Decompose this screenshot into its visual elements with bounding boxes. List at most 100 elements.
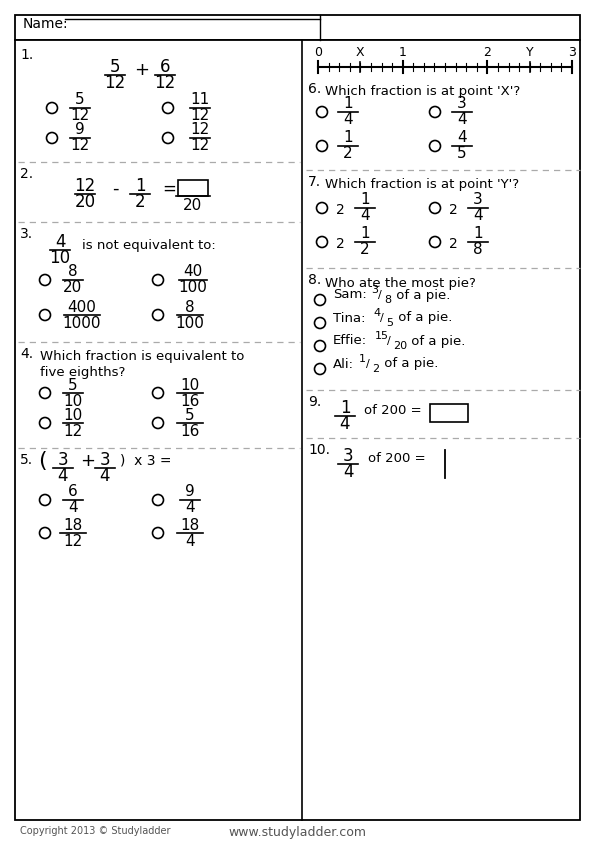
Text: 100: 100 (178, 280, 208, 296)
Text: Ali:: Ali: (333, 358, 354, 370)
Text: 8: 8 (185, 300, 195, 315)
Text: 6.: 6. (308, 82, 321, 96)
Text: /: / (378, 290, 382, 300)
Text: 7.: 7. (308, 175, 321, 189)
Text: 12: 12 (190, 138, 209, 153)
Text: 4: 4 (55, 233, 65, 251)
Text: 5: 5 (185, 408, 195, 423)
Text: of a pie.: of a pie. (392, 289, 450, 301)
Text: 5: 5 (386, 318, 393, 328)
Text: 5: 5 (75, 93, 85, 108)
Text: /: / (380, 313, 384, 323)
Text: of a pie.: of a pie. (407, 334, 465, 348)
Text: /: / (366, 359, 369, 369)
Text: 10: 10 (180, 377, 200, 392)
Text: 4: 4 (473, 209, 483, 223)
Text: 4: 4 (100, 467, 110, 485)
Text: 1: 1 (360, 226, 370, 242)
Text: 3: 3 (100, 451, 110, 469)
Text: 4: 4 (58, 467, 68, 485)
Text: 4: 4 (343, 113, 353, 127)
Text: 3: 3 (473, 193, 483, 207)
Text: 2: 2 (336, 237, 345, 251)
Text: 5: 5 (457, 147, 467, 162)
Text: )  x 3 =: ) x 3 = (120, 454, 171, 468)
Text: 18: 18 (64, 518, 83, 532)
Text: 1: 1 (399, 46, 406, 59)
Text: 1: 1 (340, 399, 350, 417)
Text: Copyright 2013 © Studyladder: Copyright 2013 © Studyladder (20, 826, 171, 836)
Text: 1: 1 (473, 226, 483, 242)
Text: 2: 2 (336, 203, 345, 217)
Text: -: - (112, 180, 118, 198)
Text: 3: 3 (457, 97, 467, 111)
Text: 12: 12 (154, 74, 176, 92)
Text: Tina:: Tina: (333, 312, 365, 324)
Text: 9: 9 (185, 484, 195, 499)
Text: 12: 12 (64, 534, 83, 548)
Text: 4: 4 (360, 209, 370, 223)
Text: 2: 2 (449, 237, 458, 251)
Text: 9.: 9. (308, 395, 321, 409)
Text: 1.: 1. (20, 48, 33, 62)
Text: Y: Y (526, 46, 534, 59)
Text: 6: 6 (68, 484, 78, 499)
Text: 12: 12 (74, 177, 96, 195)
Bar (178, 180, 208, 196)
Text: 8: 8 (473, 242, 483, 258)
Text: 2: 2 (483, 46, 491, 59)
Text: 0: 0 (314, 46, 322, 59)
Text: 8: 8 (68, 264, 78, 280)
Text: 4: 4 (373, 308, 380, 318)
Text: 2: 2 (343, 147, 353, 162)
Text: of 200 =: of 200 = (364, 404, 422, 418)
Text: of a pie.: of a pie. (380, 358, 439, 370)
Text: 6: 6 (159, 58, 170, 76)
Text: five eighths?: five eighths? (40, 366, 126, 379)
Bar (430, 404, 468, 422)
Text: 20: 20 (64, 280, 83, 296)
Text: 18: 18 (180, 518, 200, 532)
Text: 3: 3 (343, 447, 353, 465)
Text: 1: 1 (343, 97, 353, 111)
Text: +: + (80, 452, 95, 470)
Text: www.studyladder.com: www.studyladder.com (228, 826, 366, 839)
Text: 16: 16 (180, 424, 200, 439)
Text: 1: 1 (359, 354, 366, 364)
Text: 12: 12 (70, 138, 90, 153)
Text: 3: 3 (371, 285, 378, 295)
Text: Name:: Name: (23, 17, 68, 31)
Text: of 200 =: of 200 = (368, 452, 425, 466)
Text: Sam:: Sam: (333, 289, 367, 301)
Text: 20: 20 (393, 341, 407, 351)
Text: Which fraction is at point 'X'?: Which fraction is at point 'X'? (325, 85, 520, 98)
Text: 5.: 5. (20, 453, 33, 467)
Text: (: ( (38, 451, 46, 471)
Text: 9: 9 (75, 122, 85, 137)
Bar (15, 15, 580, 40)
Text: is not equivalent to:: is not equivalent to: (82, 238, 216, 252)
Text: 1000: 1000 (62, 316, 101, 331)
Text: 4: 4 (457, 113, 467, 127)
Text: 2: 2 (372, 364, 379, 374)
Text: 15: 15 (375, 331, 389, 341)
Text: 2.: 2. (20, 167, 33, 181)
Text: 8: 8 (384, 295, 391, 305)
Text: 12: 12 (64, 424, 83, 439)
Text: 4: 4 (340, 415, 350, 433)
Text: 3.: 3. (20, 227, 33, 241)
Text: 8.: 8. (308, 273, 321, 287)
Text: 12: 12 (190, 109, 209, 124)
Text: 3: 3 (568, 46, 576, 59)
Text: 1: 1 (343, 131, 353, 146)
Text: 40: 40 (183, 264, 203, 280)
Text: Which fraction is at point 'Y'?: Which fraction is at point 'Y'? (325, 178, 519, 191)
Text: 4: 4 (343, 463, 353, 481)
Text: of a pie.: of a pie. (394, 312, 452, 324)
Text: /: / (387, 336, 391, 346)
Text: 4: 4 (185, 500, 195, 515)
Text: 4: 4 (68, 500, 78, 515)
Text: 4: 4 (457, 131, 467, 146)
Text: 4: 4 (185, 534, 195, 548)
Text: 20: 20 (74, 193, 96, 211)
